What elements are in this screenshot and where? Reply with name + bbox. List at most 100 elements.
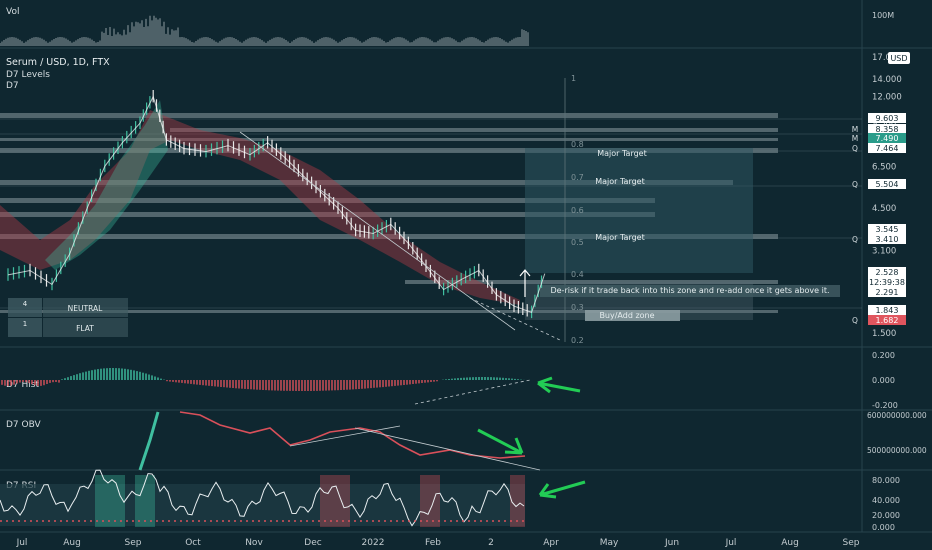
trendline [239,131,516,331]
price-marker-bg [868,267,906,277]
price-tick-label: 12.000 [872,93,902,103]
price-marker-label: 8.358 [876,125,899,134]
indicator-table-state: NEUTRAL [68,304,103,313]
pane-tick-label: 0.000 [872,523,895,532]
level-band [0,148,778,153]
rsi-zone [95,475,125,527]
x-tick-label: Apr [543,538,559,548]
indicator-cloud-up [45,100,168,270]
fib-level-label: 0.2 [571,336,584,345]
price-marker-tag: Q [852,180,858,189]
indicator-table-num: 4 [23,300,28,308]
price-marker-label: 3.545 [876,225,899,234]
level-band [0,113,778,118]
level-band [405,280,778,284]
price-marker-bg [868,315,906,325]
fib-level-label: 0.7 [571,173,584,182]
chart-sublabel: D7 Levels [6,70,50,80]
indicator-table-cell [8,318,42,337]
x-tick-label: Aug [781,538,799,548]
annotation-bg [540,285,840,297]
price-marker-bg [868,224,906,234]
x-tick-label: Jul [725,538,737,548]
rsi-band [0,484,525,526]
annotation-text: Major Target [595,177,645,186]
indicator-cloud [0,110,520,305]
rsi-zone [510,475,525,527]
annotation-text: De-risk if it trade back into this zone … [550,286,829,295]
fib-level-label: 0.8 [571,140,584,149]
price-tick-label: 14.000 [872,75,902,85]
rsi-zone [320,475,350,527]
x-tick-label: Nov [245,538,263,548]
fib-level-label: 0.4 [571,270,584,279]
price-marker-tag: Q [852,316,858,325]
price-marker-label: 2.528 [876,268,899,277]
level-band [0,212,655,217]
level-band [0,198,655,203]
trendline-dashed [469,297,561,341]
price-marker-tag: Q [852,144,858,153]
price-marker-bg [868,287,906,297]
x-tick-label: Dec [304,538,321,548]
price-marker-label: 12:39:38 [869,278,905,287]
x-tick-label: Jul [16,538,28,548]
price-marker-label: 7.490 [876,134,899,143]
price-marker-tag: M [852,134,858,143]
x-tick-label: 2022 [362,538,385,548]
rsi-zone [420,475,440,527]
price-marker-bg [868,179,906,189]
fib-level-label: 0.6 [571,206,584,215]
x-tick-label: Aug [63,538,81,548]
price-marker-bg [868,305,906,315]
indicator-table-cell [8,298,42,317]
price-tick-label: 17.000 [872,53,902,63]
fib-level-label: 1 [571,74,576,83]
level-band [0,234,778,239]
fib-level-label: 0.3 [571,303,584,312]
currency-badge [888,52,910,64]
x-tick-label: Sep [125,538,142,548]
pane-tick-label: 0.000 [872,376,895,385]
price-marker-bg [868,124,906,134]
chart-title: Serum / USD, 1D, FTX [6,57,110,68]
hist-trendline [414,379,531,405]
level-band [0,138,778,141]
price-tick-label: 6.500 [872,162,896,172]
x-tick-label: May [600,538,619,548]
annotation-bg [585,310,680,321]
annotation-text: Buy/Add zone [599,311,654,320]
level-band [170,128,778,132]
indicator-table-cell [43,318,128,337]
x-tick-label: Feb [425,538,441,548]
annotation-text: Major Target [597,149,647,158]
obv-line-up [138,411,160,471]
price-marker-bg [868,234,906,244]
price-marker-bg [868,277,906,287]
level-band [0,310,778,313]
obv-trendline [289,425,401,447]
fib-level-label: 0.5 [571,238,584,247]
x-tick-label: Oct [185,538,201,548]
obv-trendline [354,427,541,471]
x-tick-label: Sep [843,538,860,548]
green-arrow [538,480,586,499]
price-marker-label: 2.291 [876,288,899,297]
price-marker-label: 5.504 [876,180,899,189]
price-marker-bg [868,113,906,123]
up-arrow [519,269,531,297]
price-line [7,95,546,313]
price-marker-bg [868,133,906,143]
level-band [0,180,733,185]
currency-label: USD [890,54,907,63]
indicator-table-num: 1 [23,320,27,328]
green-arrow [537,376,581,394]
price-marker-tag: M [852,125,858,134]
price-marker-label: 7.464 [876,144,899,153]
pane-title: D7 OBV [6,420,41,430]
pane-tick-label: 80.000 [872,476,900,485]
x-tick-label: Jun [664,538,679,548]
price-tick-label: 3.100 [872,246,896,256]
pane-tick-label: 600000000.000 [867,411,927,420]
